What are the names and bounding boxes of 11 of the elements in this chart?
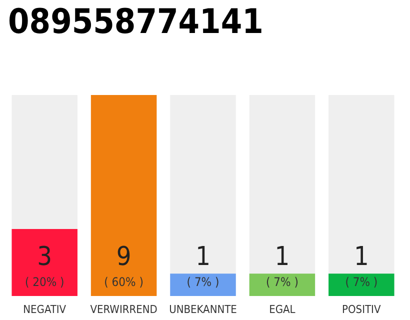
x-tick-label: NEGATIV (23, 303, 66, 316)
x-tick-label: UNBEKANNTE (169, 303, 237, 316)
data-label: 1 ( 7% ) (266, 242, 298, 289)
x-tick-label: POSITIV (342, 303, 381, 316)
chart-title: 089558774141 (8, 2, 264, 42)
data-label: 1 ( 7% ) (345, 242, 378, 289)
data-label: 3 ( 20% ) (24, 242, 64, 289)
x-tick-label: VERWIRREND (90, 303, 158, 316)
data-label: 1 ( 7% ) (186, 242, 220, 289)
x-tick-label: EGAL (269, 303, 296, 316)
data-label: 9 ( 60% ) (104, 242, 144, 289)
